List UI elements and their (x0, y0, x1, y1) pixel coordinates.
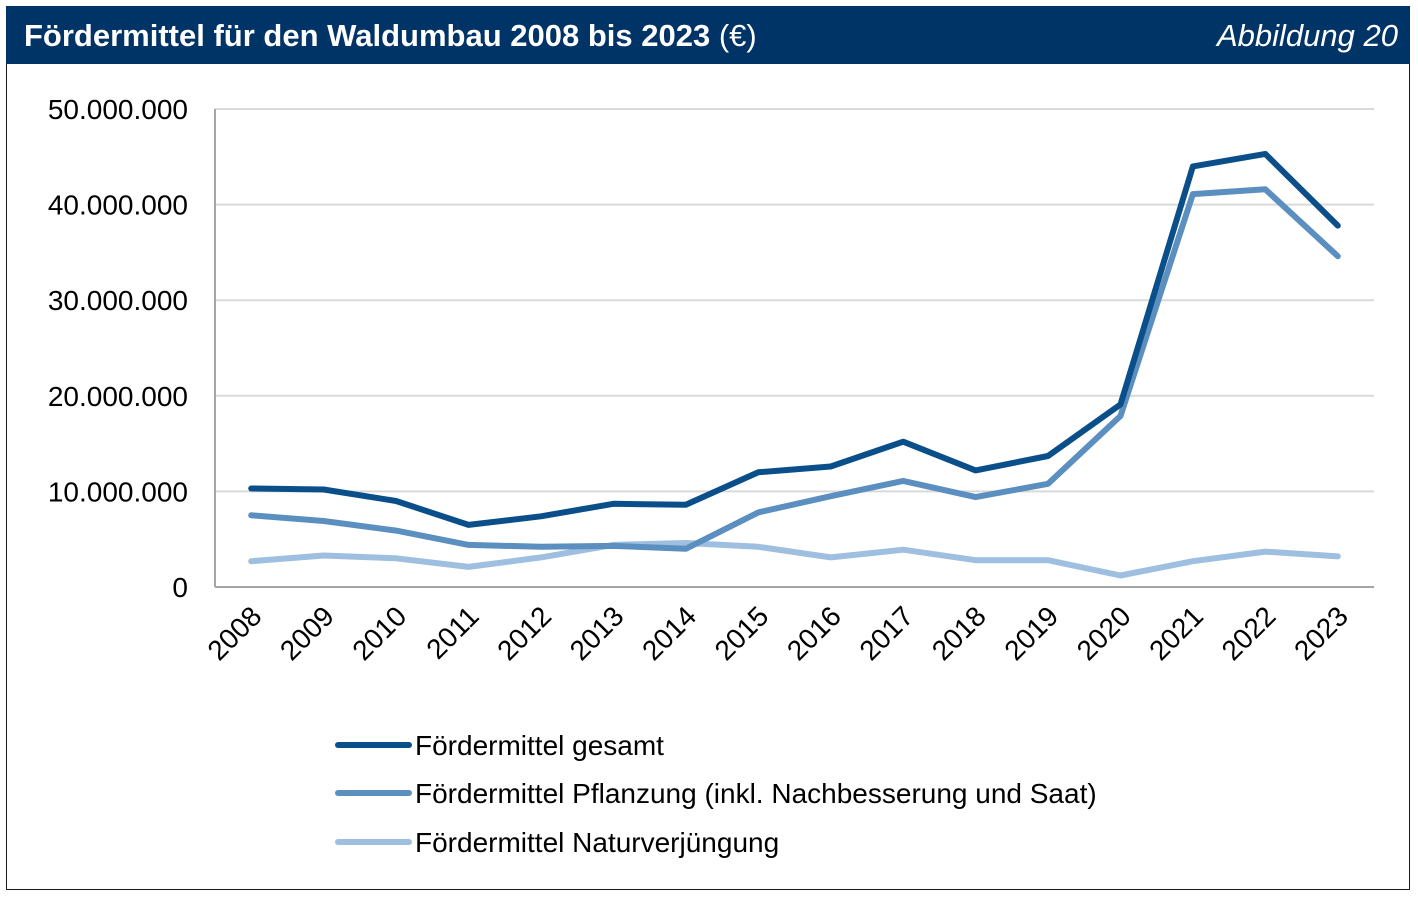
chart-title-unit: (€) (710, 18, 757, 53)
legend-label: Fördermittel gesamt (415, 730, 664, 761)
grid-lines (215, 108, 1374, 493)
y-tick-label: 30.000.000 (48, 285, 188, 316)
x-tick-label: 2017 (853, 600, 919, 666)
series-lines (248, 150, 1341, 579)
x-tick-label: 2021 (1143, 600, 1209, 666)
x-tick-label: 2010 (346, 600, 412, 666)
y-tick-label: 10.000.000 (48, 476, 188, 507)
legend-label: Fördermittel Naturverjüngung (415, 827, 779, 858)
x-axis (214, 109, 1374, 588)
y-tick-label: 20.000.000 (48, 381, 188, 412)
legend: Fördermittel gesamt Fördermittel Pflanzun… (335, 730, 1097, 858)
legend-label: Fördermittel Pflanzung (inkl. Nachbesser… (415, 778, 1097, 809)
x-tick-label: 2022 (1216, 600, 1282, 666)
x-tick-label: 2019 (998, 600, 1064, 666)
series-line-1 (248, 150, 1341, 528)
y-tick-label: 40.000.000 (48, 190, 188, 221)
x-tick-label: 2012 (491, 600, 557, 666)
y-axis-ticks: 0 10.000.000 20.000.000 30.000.000 40.000.00… (48, 94, 188, 603)
x-tick-label: 2011 (420, 600, 485, 665)
series-line-3 (248, 540, 1341, 579)
x-tick-label: 2008 (201, 600, 267, 666)
x-tick-label: 2020 (1071, 600, 1137, 666)
chart-title: Fördermittel für den Waldumbau 2008 bis … (24, 18, 757, 54)
x-axis-ticks: 2008 2009 2010 2011 2012 2013 2014 2015 2016 2017… (201, 600, 1354, 666)
x-tick-label: 2018 (926, 600, 992, 666)
x-tick-label: 2016 (781, 600, 847, 666)
x-tick-label: 2014 (636, 600, 702, 666)
figure-header: Fördermittel für den Waldumbau 2008 bis … (6, 6, 1410, 64)
y-tick-label: 0 (172, 572, 188, 603)
series-line-2 (248, 186, 1341, 552)
chart-title-main: Fördermittel für den Waldumbau 2008 bis … (24, 18, 711, 53)
x-tick-label: 2013 (564, 600, 630, 666)
x-tick-label: 2009 (274, 600, 340, 666)
figure-label: Abbildung 20 (1217, 18, 1398, 53)
y-tick-label: 50.000.000 (48, 94, 188, 125)
x-tick-label: 2015 (709, 600, 775, 666)
x-tick-label: 2023 (1288, 600, 1354, 666)
